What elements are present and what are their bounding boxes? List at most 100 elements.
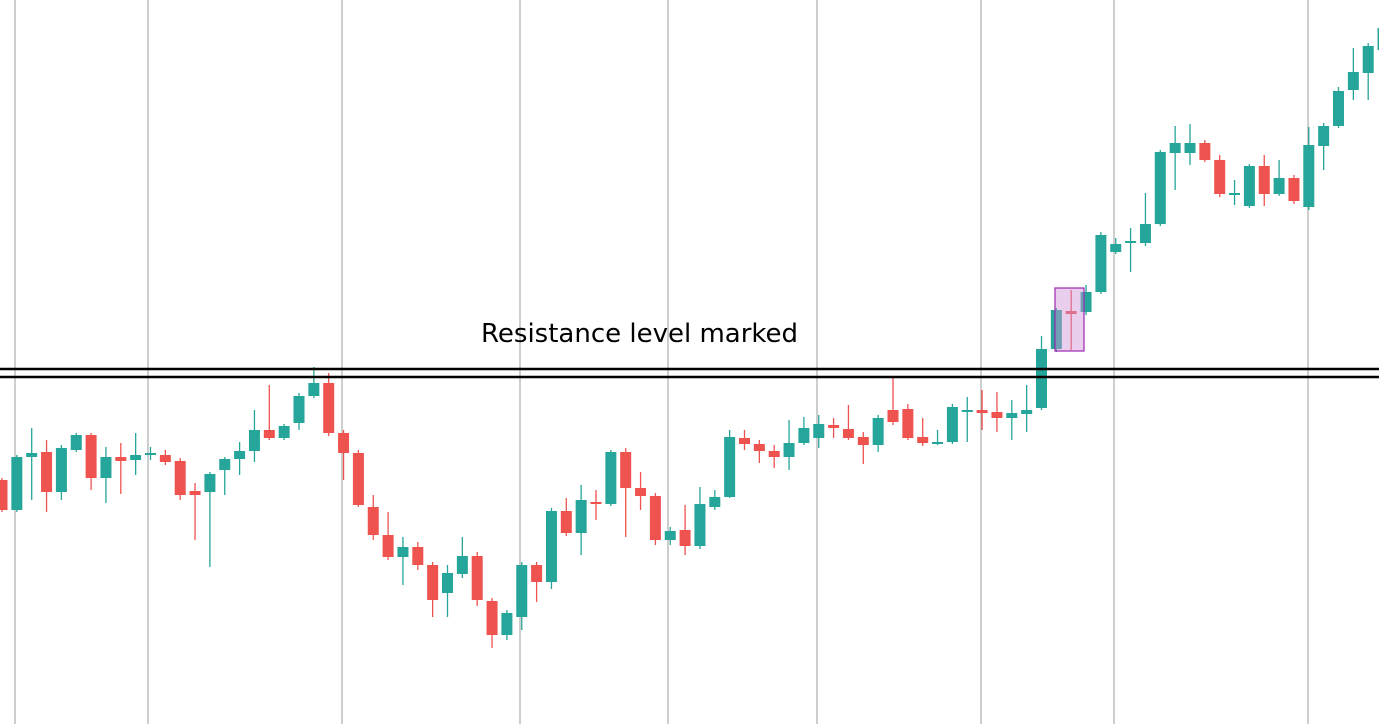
candle-body bbox=[753, 444, 765, 451]
candle-body bbox=[724, 437, 736, 497]
candle-body bbox=[41, 452, 53, 492]
candle-body bbox=[352, 453, 364, 505]
candle-body bbox=[174, 461, 186, 495]
candle-body bbox=[145, 453, 156, 455]
candle-body bbox=[1362, 46, 1374, 73]
candle-body bbox=[872, 418, 884, 445]
candle-body bbox=[1318, 126, 1330, 146]
candle-body bbox=[323, 383, 335, 433]
candle-body bbox=[1347, 72, 1359, 90]
candle-body bbox=[11, 457, 23, 510]
candle-body bbox=[1021, 410, 1033, 414]
candle-body bbox=[1229, 193, 1241, 195]
candle-body bbox=[248, 430, 260, 451]
candle-body bbox=[397, 547, 409, 557]
candle-body bbox=[442, 573, 453, 593]
candle-body bbox=[635, 488, 647, 496]
candle-body bbox=[605, 452, 617, 504]
candle-body bbox=[679, 530, 691, 546]
candle-body bbox=[709, 497, 721, 507]
candle-body bbox=[575, 500, 587, 533]
candle-body bbox=[1065, 311, 1077, 314]
candle-body bbox=[976, 410, 988, 413]
candle-body bbox=[456, 556, 468, 574]
candle-body bbox=[991, 412, 1003, 418]
candle-body bbox=[0, 480, 8, 510]
candle-body bbox=[1095, 235, 1107, 292]
candle-body bbox=[1303, 145, 1315, 207]
candle-body bbox=[234, 451, 246, 459]
candle-body bbox=[338, 433, 350, 453]
candle-body bbox=[798, 428, 810, 443]
candle-body bbox=[100, 457, 112, 478]
candle-body bbox=[293, 396, 305, 423]
candle-body bbox=[649, 496, 661, 540]
candle-body bbox=[1377, 28, 1379, 50]
candle-body bbox=[917, 437, 929, 443]
candle-body bbox=[115, 457, 127, 461]
candle-body bbox=[902, 409, 914, 438]
candle-body bbox=[887, 410, 899, 422]
candle-body bbox=[1243, 166, 1255, 206]
candle-body bbox=[1184, 143, 1196, 153]
candle-body bbox=[1036, 349, 1047, 408]
candle-body bbox=[427, 565, 439, 600]
candle-body bbox=[26, 453, 38, 457]
candle-body bbox=[501, 613, 513, 635]
candle-body bbox=[382, 535, 394, 557]
candle-body bbox=[471, 556, 483, 600]
candle-body bbox=[590, 502, 602, 504]
candle-body bbox=[620, 452, 632, 488]
candle-body bbox=[828, 425, 840, 428]
resistance-lines bbox=[0, 367, 1379, 379]
candle-body bbox=[219, 459, 231, 470]
candle-body bbox=[1333, 91, 1344, 126]
candle-body bbox=[531, 565, 543, 582]
candle-body bbox=[204, 474, 216, 492]
candle-body bbox=[516, 565, 528, 617]
candle-body bbox=[1258, 166, 1270, 194]
candle-body bbox=[1139, 224, 1151, 243]
candle-body bbox=[932, 442, 944, 444]
candle-body bbox=[739, 438, 750, 444]
annotation: Resistance level marked bbox=[481, 319, 798, 349]
candle-body bbox=[1125, 241, 1137, 243]
candle-body bbox=[560, 511, 572, 533]
candles bbox=[0, 28, 1379, 648]
candle-body bbox=[664, 531, 676, 540]
candle-body bbox=[1169, 143, 1181, 153]
candle-body bbox=[946, 407, 958, 442]
candle-body bbox=[1273, 178, 1285, 194]
candle-body bbox=[1110, 244, 1122, 252]
candle-body bbox=[159, 455, 171, 462]
candle-body bbox=[278, 426, 290, 438]
candle-body bbox=[1006, 413, 1018, 418]
candle-body bbox=[1080, 292, 1092, 312]
candle-body bbox=[1288, 178, 1300, 201]
highlight-box bbox=[1054, 287, 1085, 352]
candle-body bbox=[55, 448, 67, 492]
candle-body bbox=[961, 410, 973, 412]
candle-body bbox=[694, 504, 706, 546]
candle-body bbox=[857, 437, 869, 445]
candle-body bbox=[545, 511, 557, 582]
candle-body bbox=[1214, 160, 1226, 194]
candle-body bbox=[1050, 310, 1062, 349]
candle-body bbox=[85, 435, 97, 478]
candle-body bbox=[486, 601, 498, 635]
time-grid bbox=[14, 0, 1309, 724]
candle-body bbox=[70, 435, 82, 450]
candle-body bbox=[768, 451, 780, 457]
candle-body bbox=[783, 443, 795, 457]
candle-body bbox=[1154, 152, 1166, 224]
candle-body bbox=[367, 507, 379, 535]
candle-body bbox=[842, 429, 854, 438]
candle-body bbox=[263, 430, 275, 438]
candle-body bbox=[189, 491, 201, 495]
candle-body bbox=[130, 455, 142, 460]
candle-body bbox=[813, 424, 825, 438]
candle-body bbox=[412, 547, 424, 565]
candle-body bbox=[308, 383, 320, 396]
candle-body bbox=[1199, 143, 1211, 160]
